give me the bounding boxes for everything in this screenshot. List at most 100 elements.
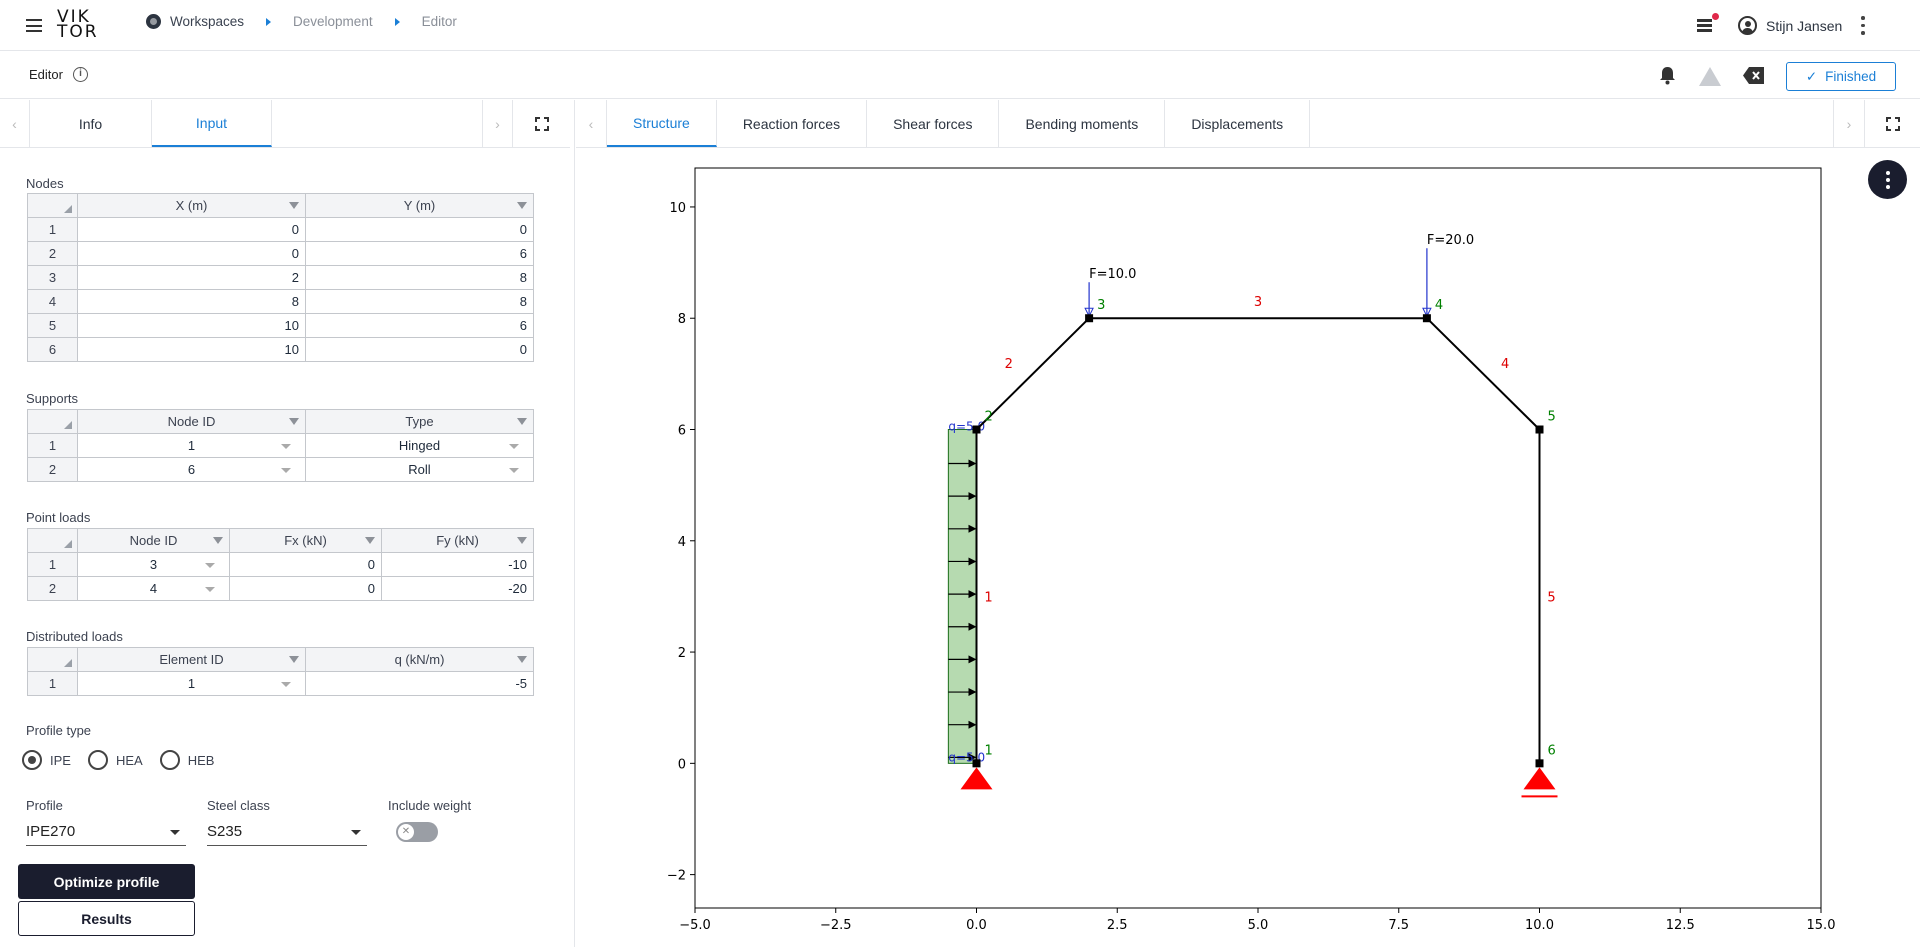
col-header-node-id[interactable]: Node ID xyxy=(77,528,230,553)
cell-fy[interactable]: -10 xyxy=(381,552,534,577)
cell-x[interactable]: 2 xyxy=(77,265,306,290)
radio-ipe[interactable]: IPE xyxy=(22,750,71,770)
cell-fy[interactable]: -20 xyxy=(381,576,534,601)
warning-icon[interactable] xyxy=(1699,67,1721,86)
radio-hea[interactable]: HEA xyxy=(87,750,143,770)
backspace-icon[interactable] xyxy=(1743,67,1764,84)
cell-node-select[interactable]: 1 xyxy=(77,433,306,458)
node-marker xyxy=(1085,314,1094,323)
finished-button[interactable]: ✓ Finished xyxy=(1786,62,1896,91)
cell-node-select[interactable]: 6 xyxy=(77,457,306,482)
col-header-type[interactable]: Type xyxy=(305,409,534,434)
col-header-element-id[interactable]: Element ID xyxy=(77,647,306,672)
point-loads-table: Node ID Fx (kN) Fy (kN) 1 3 0 -10 2 4 0 -20 xyxy=(27,528,534,601)
cell-node-select[interactable]: 3 xyxy=(77,552,230,577)
filter-icon[interactable] xyxy=(289,418,299,425)
cell-type-select[interactable]: Hinged xyxy=(305,433,534,458)
x-tick-label: 2.5 xyxy=(1107,918,1128,933)
cell-x[interactable]: 0 xyxy=(77,241,306,266)
cell-y[interactable]: 8 xyxy=(305,289,534,314)
cell-node-select[interactable]: 4 xyxy=(77,576,230,601)
steel-class-select[interactable]: S235 xyxy=(207,820,367,846)
user-menu[interactable]: Stijn Jansen xyxy=(1738,0,1842,51)
chevron-left-icon[interactable]: ‹ xyxy=(576,100,607,147)
filter-icon[interactable] xyxy=(289,656,299,663)
editor-title-text: Editor xyxy=(29,67,63,82)
row-number: 2 xyxy=(27,241,78,266)
col-header-label: Fx (kN) xyxy=(284,533,327,548)
col-header-fy[interactable]: Fy (kN) xyxy=(381,528,534,553)
more-vert-icon[interactable] xyxy=(1868,160,1907,199)
tab-shear-forces[interactable]: Shear forces xyxy=(867,100,1000,147)
tab-bending-moments[interactable]: Bending moments xyxy=(999,100,1166,147)
chevron-right-icon[interactable]: › xyxy=(1834,100,1865,147)
filter-icon[interactable] xyxy=(517,537,527,544)
chevron-left-icon[interactable]: ‹ xyxy=(0,100,30,147)
col-header-x[interactable]: X (m) xyxy=(77,193,306,218)
element-label: 4 xyxy=(1501,357,1509,372)
fullscreen-icon[interactable] xyxy=(1865,100,1920,147)
cell-x[interactable]: 10 xyxy=(77,337,306,362)
profile-select[interactable]: IPE270 xyxy=(26,820,186,846)
breadcrumb-development[interactable]: Development xyxy=(293,14,373,29)
bell-icon[interactable] xyxy=(1659,66,1676,85)
table-row: 1 1 Hinged xyxy=(27,433,534,458)
tab-reaction-forces[interactable]: Reaction forces xyxy=(717,100,868,147)
cell-type-select[interactable]: Roll xyxy=(305,457,534,482)
top-bar: VIK TOR Workspaces Development Editor St… xyxy=(0,0,1920,51)
structure-plot: −5.0 −2.5 0.0 2.5 5.0 7.5 10.0 12.5 15.0 −2 0 2 4 6 8 1… xyxy=(667,167,1836,933)
radio-heb[interactable]: HEB xyxy=(159,750,214,770)
point-load-arrowhead xyxy=(1422,307,1432,318)
breadcrumb-editor[interactable]: Editor xyxy=(421,14,457,29)
y-tick-label: 4 xyxy=(678,535,686,550)
x-tick-label: 15.0 xyxy=(1807,918,1836,933)
cell-fx[interactable]: 0 xyxy=(229,576,382,601)
steel-class-value: S235 xyxy=(207,823,243,840)
radio-label: IPE xyxy=(50,752,71,768)
filter-icon[interactable] xyxy=(517,202,527,209)
profile-label: Profile xyxy=(26,798,63,813)
tab-displacements[interactable]: Displacements xyxy=(1165,100,1311,147)
chevron-right-icon xyxy=(266,17,272,26)
cell-y[interactable]: 8 xyxy=(305,265,534,290)
filter-icon[interactable] xyxy=(517,656,527,663)
optimize-profile-button[interactable]: Optimize profile xyxy=(18,864,195,899)
filter-icon[interactable] xyxy=(213,537,223,544)
more-vert-icon[interactable] xyxy=(1861,0,1865,51)
filter-icon[interactable] xyxy=(289,202,299,209)
tab-info[interactable]: Info xyxy=(30,100,152,147)
table-row: 2 4 0 -20 xyxy=(27,576,534,601)
results-button[interactable]: Results xyxy=(18,901,195,936)
tab-input[interactable]: Input xyxy=(152,100,272,147)
cell-fx[interactable]: 0 xyxy=(229,552,382,577)
col-header-node-id[interactable]: Node ID xyxy=(77,409,306,434)
tab-structure[interactable]: Structure xyxy=(607,100,717,147)
node-marker xyxy=(972,759,981,768)
filter-icon[interactable] xyxy=(365,537,375,544)
stack-button[interactable] xyxy=(1697,0,1719,51)
col-header-y[interactable]: Y (m) xyxy=(305,193,534,218)
cell-element-select[interactable]: 1 xyxy=(77,671,306,696)
node-marker xyxy=(972,425,981,434)
include-weight-toggle[interactable] xyxy=(396,822,438,842)
cell-y[interactable]: 6 xyxy=(305,241,534,266)
filter-icon[interactable] xyxy=(517,418,527,425)
cell-y[interactable]: 6 xyxy=(305,313,534,338)
cell-x[interactable]: 0 xyxy=(77,217,306,242)
col-header-fx[interactable]: Fx (kN) xyxy=(229,528,382,553)
load-arrowhead xyxy=(968,459,977,468)
col-header-q[interactable]: q (kN/m) xyxy=(305,647,534,672)
breadcrumb-workspaces[interactable]: Workspaces xyxy=(146,14,244,29)
cell-y[interactable]: 0 xyxy=(305,217,534,242)
col-header-label: Y (m) xyxy=(403,198,436,213)
menu-icon[interactable] xyxy=(26,19,42,32)
cell-y[interactable]: 0 xyxy=(305,337,534,362)
info-icon[interactable]: i xyxy=(72,67,88,82)
node-label: 1 xyxy=(985,743,993,758)
chevron-right-icon[interactable]: › xyxy=(483,100,513,147)
cell-x[interactable]: 10 xyxy=(77,313,306,338)
cell-x[interactable]: 8 xyxy=(77,289,306,314)
fullscreen-icon[interactable] xyxy=(513,100,570,147)
logo[interactable]: VIK TOR xyxy=(57,9,99,41)
cell-q[interactable]: -5 xyxy=(305,671,534,696)
